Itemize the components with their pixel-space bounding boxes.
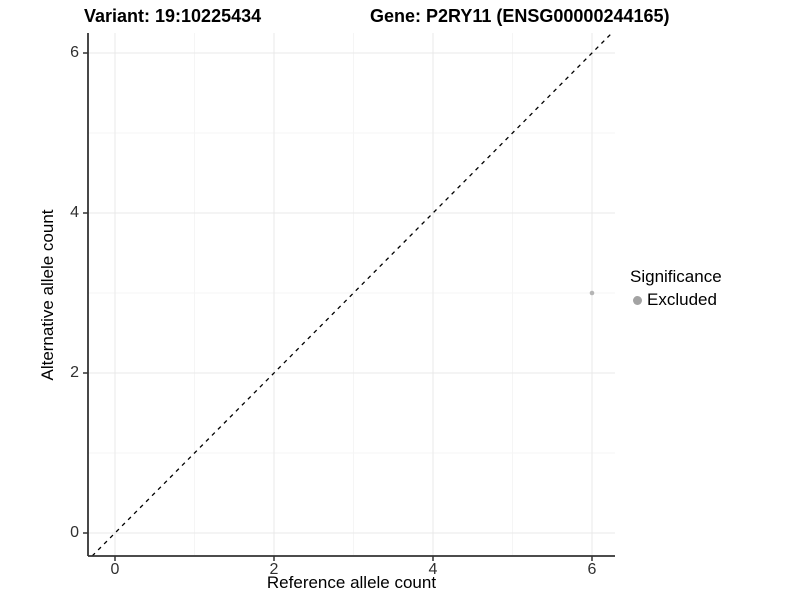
y-tick-label: 4 — [70, 204, 79, 221]
y-axis-title: Alternative allele count — [38, 209, 57, 381]
y-tick-label: 0 — [70, 524, 79, 541]
legend-item: Excluded — [633, 289, 722, 311]
x-axis-title: Reference allele count — [266, 573, 437, 592]
identity-dashed-line — [91, 32, 613, 557]
y-tick-label: 2 — [70, 364, 79, 381]
x-tick-label: 2 — [269, 561, 279, 578]
legend-key-dot-icon — [633, 295, 642, 305]
gene-title: Gene: P2RY11 (ENSG00000244165) — [370, 6, 670, 26]
x-tick-label: 6 — [587, 561, 597, 578]
x-tick-label: 0 — [110, 561, 120, 578]
data-point — [589, 290, 595, 296]
variant-title: Variant: 19:10225434 — [84, 6, 262, 26]
legend-title: Significance — [630, 267, 722, 286]
y-tick-label: 6 — [70, 44, 79, 61]
x-tick-label: 4 — [428, 561, 438, 578]
legend-items: Excluded — [630, 289, 722, 311]
legend-item-label: Excluded — [647, 290, 717, 309]
legend: Significance Excluded — [630, 266, 722, 311]
